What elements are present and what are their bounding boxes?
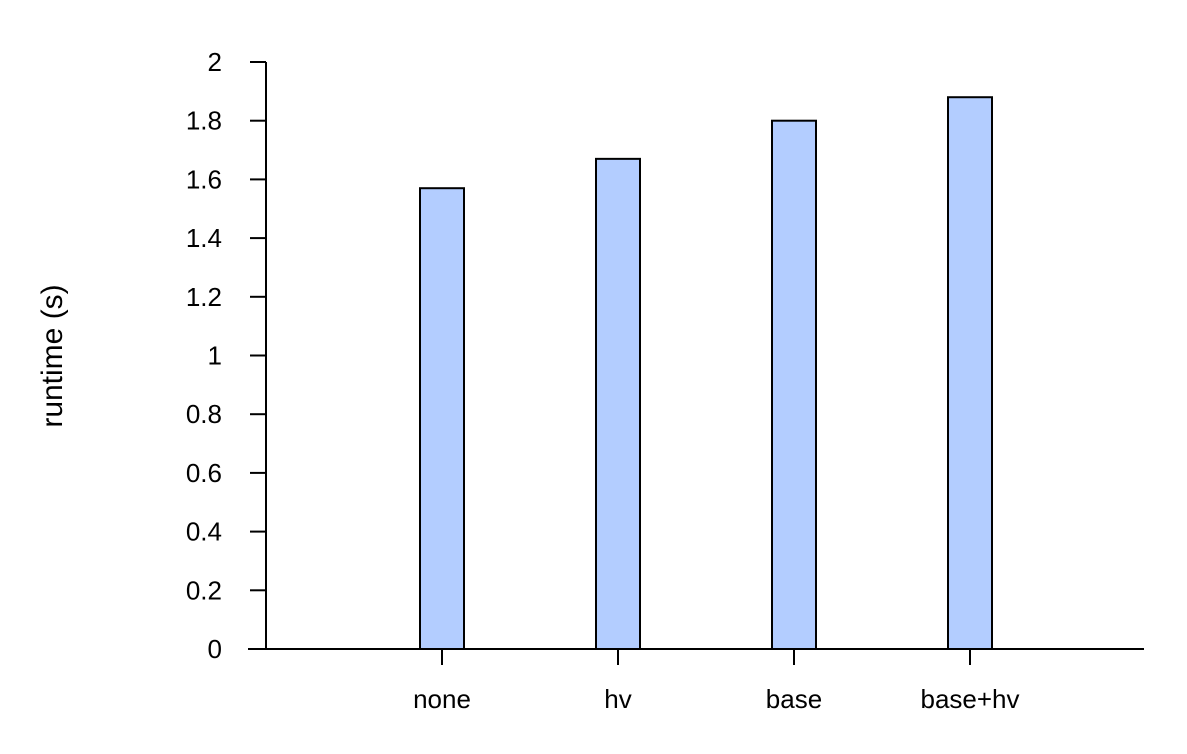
y-axis: 0 0.2 0.4 0.6 0.8 1 1.2 1.4 1.6 1.8 2 bbox=[186, 47, 267, 664]
y-tick-label: 1 bbox=[208, 341, 222, 371]
y-axis-title: runtime (s) bbox=[36, 284, 69, 427]
bar-base bbox=[771, 119, 817, 650]
x-tick-label: base bbox=[766, 684, 822, 714]
y-tick-label: 1.4 bbox=[186, 223, 222, 253]
bar-base+hv bbox=[947, 96, 993, 651]
y-tick-label: 2 bbox=[208, 47, 222, 77]
bar-none bbox=[419, 187, 465, 651]
x-tick-label: none bbox=[413, 684, 471, 714]
y-tick-label: 1.8 bbox=[186, 106, 222, 136]
y-tick-label: 1.2 bbox=[186, 282, 222, 312]
y-tick-label: 0 bbox=[208, 634, 222, 664]
y-tick-label: 0.6 bbox=[186, 458, 222, 488]
y-tick-label: 0.8 bbox=[186, 399, 222, 429]
y-tick-label: 1.6 bbox=[186, 164, 222, 194]
x-tick-label: base+hv bbox=[920, 684, 1019, 714]
x-axis: none hv base base+hv bbox=[248, 648, 1144, 714]
x-tick-label: hv bbox=[604, 684, 631, 714]
bar-hv bbox=[595, 157, 641, 650]
y-tick-label: 0.4 bbox=[186, 517, 222, 547]
y-tick-label: 0.2 bbox=[186, 575, 222, 605]
bars bbox=[419, 96, 993, 651]
